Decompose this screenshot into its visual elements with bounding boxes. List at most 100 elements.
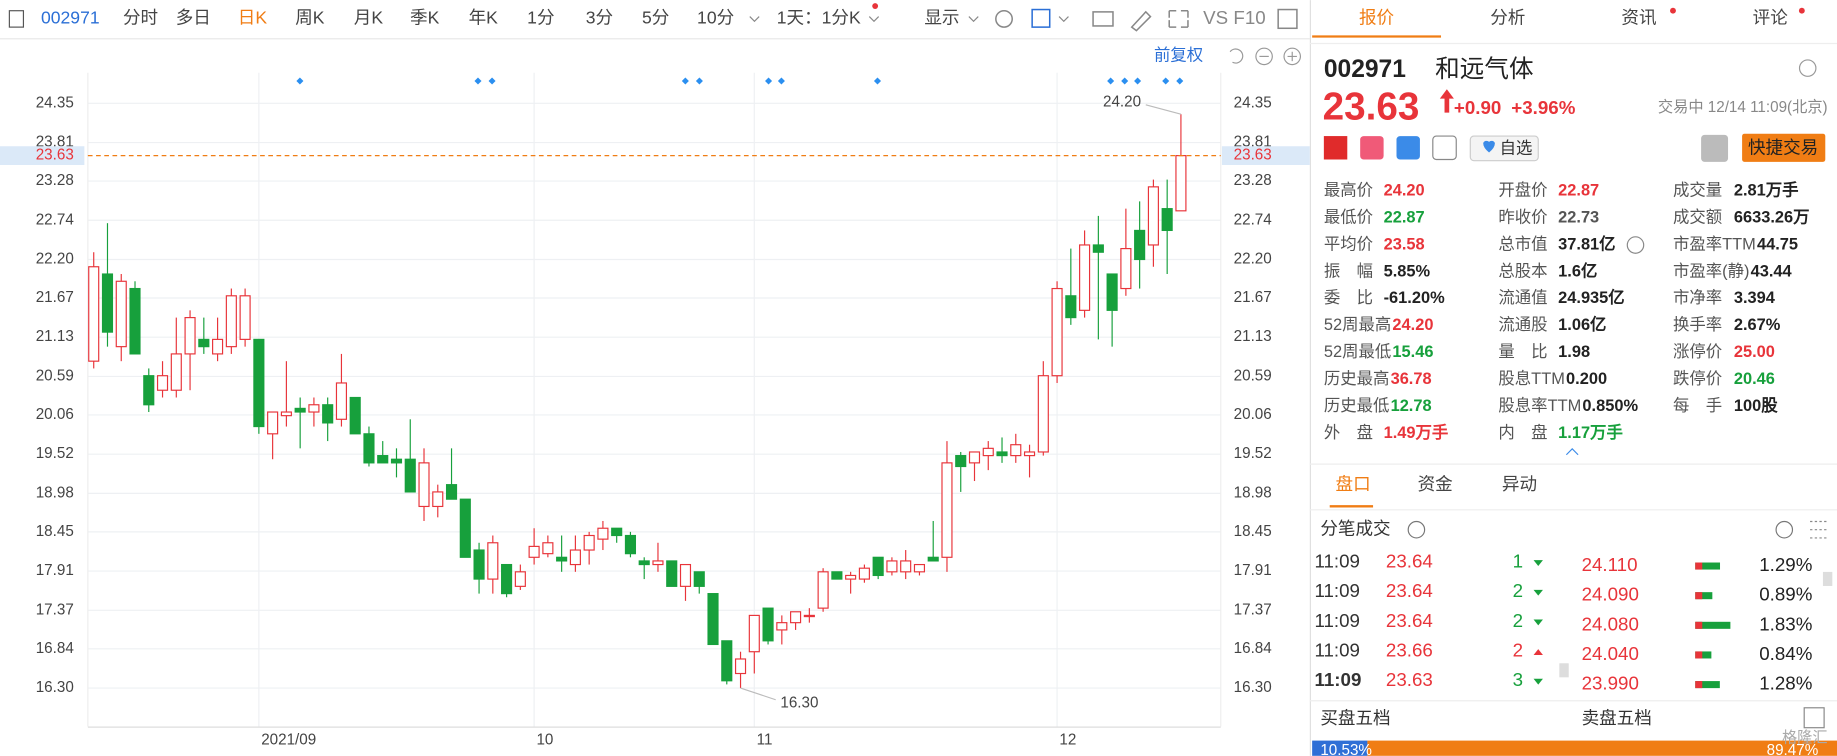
field-label: 跌停价 xyxy=(1673,370,1722,388)
scrollbar[interactable] xyxy=(1822,571,1833,586)
alert-button[interactable] xyxy=(1701,134,1729,162)
candle-body xyxy=(996,451,1008,457)
candle-body xyxy=(803,614,815,618)
candle-body xyxy=(624,534,637,555)
panel-tab[interactable]: 资讯 xyxy=(1621,8,1656,28)
box-icon[interactable] xyxy=(1031,8,1051,28)
reset-icon[interactable] xyxy=(1229,48,1244,64)
menu-icon[interactable] xyxy=(8,10,25,28)
sub-tab[interactable]: 资金 xyxy=(1418,474,1454,494)
hot-icon[interactable] xyxy=(1360,136,1384,160)
collapse-icon[interactable] xyxy=(1565,448,1579,456)
candle-body xyxy=(872,556,884,577)
scrollbar[interactable] xyxy=(1559,663,1569,678)
adjust-mode[interactable]: 前复权 xyxy=(1154,47,1203,65)
low-note: 16.30 xyxy=(780,694,818,711)
field-value: 5.85% xyxy=(1384,262,1431,280)
toolbar-code[interactable]: 002971 xyxy=(41,8,100,28)
toolbar-item[interactable]: 年K xyxy=(469,8,499,28)
candle-body xyxy=(542,542,554,555)
sub-tab[interactable]: 盘口 xyxy=(1336,474,1371,494)
dropdown-chevron[interactable] xyxy=(749,16,760,23)
trade-price: 23.64 xyxy=(1386,610,1433,631)
trade-label[interactable]: 快捷交易 xyxy=(1748,138,1818,158)
price-band-left xyxy=(0,146,85,165)
y-tick-label-right: 24.35 xyxy=(1234,94,1272,111)
pen-icon[interactable] xyxy=(1130,10,1152,32)
book-icon[interactable] xyxy=(1803,707,1825,729)
note-icon[interactable] xyxy=(1432,135,1457,161)
camera-icon[interactable] xyxy=(1092,11,1114,27)
toolbar-item[interactable]: 1天：1分K xyxy=(777,8,861,28)
tag-icon[interactable] xyxy=(1396,136,1420,160)
toolbar-item[interactable]: 显示 xyxy=(924,8,959,28)
share-bar xyxy=(1695,651,1712,659)
toolbar-item[interactable]: 月K xyxy=(354,8,384,28)
y-tick-label: 17.37 xyxy=(36,601,74,618)
watch-label[interactable]: 自选 xyxy=(1500,139,1533,157)
toolbar-item[interactable]: 1分 xyxy=(527,8,554,28)
watermark: 格隆汇 xyxy=(1782,729,1828,746)
layout-icon[interactable] xyxy=(1277,8,1298,30)
trade-volume: 2 xyxy=(1513,580,1523,601)
panel-tab[interactable]: 评论 xyxy=(1753,8,1789,28)
dropdown-chevron[interactable] xyxy=(968,16,979,23)
candle-body xyxy=(900,560,912,573)
field-label: 量 比 xyxy=(1498,343,1547,361)
panel-tab[interactable]: 分析 xyxy=(1490,8,1525,28)
field-value: 1.06亿 xyxy=(1558,315,1606,334)
trade-volume: 3 xyxy=(1513,669,1523,690)
flag-icon xyxy=(1323,136,1348,160)
share-label: 0.84% xyxy=(1759,643,1812,664)
y-tick-label-right: 22.74 xyxy=(1234,211,1273,228)
field-label: 市盈率(静) xyxy=(1673,262,1749,280)
panel-tab[interactable]: 报价 xyxy=(1359,8,1395,28)
toolbar-item[interactable]: 5分 xyxy=(642,8,669,28)
toolbar-item[interactable]: 周K xyxy=(295,8,325,28)
y-tick-label-right: 18.45 xyxy=(1234,523,1272,540)
field-label: 每 手 xyxy=(1673,397,1722,415)
toolbar-item[interactable]: 季K xyxy=(410,8,440,28)
trade-button[interactable] xyxy=(1742,133,1826,162)
dropdown-chevron[interactable] xyxy=(1058,16,1069,23)
y-tick-label: 18.98 xyxy=(36,484,74,501)
field-label: 流通值 xyxy=(1498,289,1547,307)
field-value: 100股 xyxy=(1734,397,1778,415)
candle-body xyxy=(611,527,623,537)
y-tick-label: 22.20 xyxy=(36,251,74,268)
field-value: 20.46 xyxy=(1734,370,1775,388)
field-value: 25.00 xyxy=(1734,343,1775,361)
toolbar-item[interactable]: 3分 xyxy=(586,8,613,28)
trade-direction xyxy=(1533,619,1543,626)
candle-body xyxy=(707,593,719,646)
settings-icon[interactable] xyxy=(995,9,1013,28)
y-tick-label-right: 19.52 xyxy=(1234,445,1272,462)
field-value: 0.850% xyxy=(1582,397,1638,415)
toolbar-item[interactable]: 10分 xyxy=(697,8,734,28)
sell-label: 89.47% xyxy=(1767,742,1819,756)
vs-f10[interactable]: VS F10 xyxy=(1203,7,1265,28)
toolbar-item[interactable]: 分时 xyxy=(123,8,158,28)
candle-body xyxy=(1175,155,1187,212)
fullscreen-icon[interactable] xyxy=(1168,9,1189,28)
candle-body xyxy=(886,560,898,573)
trade-status: 交易中 12/14 11:09(北京) xyxy=(1658,98,1828,116)
candle-body xyxy=(335,382,348,420)
y-tick-label-right: 20.59 xyxy=(1234,367,1272,384)
list-icon[interactable] xyxy=(1810,520,1829,539)
candle-body xyxy=(418,462,430,508)
sub-tab[interactable]: 异动 xyxy=(1502,474,1537,494)
dropdown-chevron[interactable] xyxy=(868,16,880,23)
toolbar-item[interactable]: 多日 xyxy=(176,8,211,28)
gear-icon[interactable] xyxy=(1798,59,1817,77)
candle-body xyxy=(831,571,843,580)
more-icon[interactable] xyxy=(1775,520,1794,539)
candle-body xyxy=(487,542,499,580)
info-icon[interactable] xyxy=(1407,520,1426,539)
y-tick-label: 21.67 xyxy=(36,289,74,306)
more-icon[interactable] xyxy=(1626,236,1645,254)
toolbar-item[interactable]: 日K xyxy=(238,8,268,28)
zoom-in-icon[interactable] xyxy=(1283,47,1302,66)
zoom-out-icon[interactable] xyxy=(1255,47,1273,66)
book-ratio: 10.53% 89.47% xyxy=(1312,740,1837,756)
